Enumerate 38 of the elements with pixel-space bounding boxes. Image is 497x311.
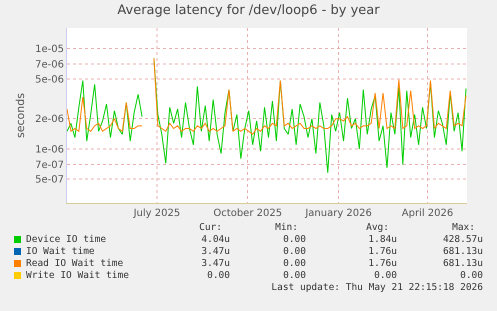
y-tick-label: 1e-05 (35, 44, 64, 56)
text: 681.13u (442, 258, 483, 269)
text: 0.00 (283, 246, 306, 257)
text: 1.84u (368, 234, 397, 245)
text: Max: (452, 222, 475, 233)
text: 1.76u (368, 258, 397, 269)
y-axis-title: seconds (14, 92, 27, 138)
text: 4.04u (201, 234, 230, 245)
y-tick-label: 7e-07 (35, 160, 64, 172)
text: Last update: Thu May 21 22:15:18 2026 (271, 282, 483, 293)
text: 0.00 (460, 270, 483, 281)
text: 1.76u (368, 246, 397, 257)
text: Cur: (199, 222, 222, 233)
text: 428.57u (442, 234, 483, 245)
chart-title: Average latency for /dev/loop6 - by year (117, 2, 380, 18)
text: 0.00 (207, 270, 230, 281)
text: Min: (275, 222, 298, 233)
y-tick-label: 5e-06 (35, 74, 64, 86)
text: 0.00 (283, 270, 306, 281)
text: Avg: (366, 222, 389, 233)
text: 0.00 (374, 270, 397, 281)
y-tick-label: 5e-07 (35, 174, 64, 186)
y-tick-label: 2e-06 (35, 114, 64, 126)
x-tick-label: April 2026 (402, 208, 454, 219)
x-tick-label: July 2025 (132, 208, 180, 219)
text: 0.00 (283, 258, 306, 269)
y-tick-label: 7e-06 (35, 60, 64, 71)
y-tick-label: 1e-06 (35, 144, 64, 156)
text: 0.00 (283, 234, 306, 245)
text: 681.13u (442, 246, 483, 257)
legend-label: Device IO time (26, 234, 106, 245)
x-tick-label: October 2025 (213, 208, 282, 219)
legend-label: Read IO Wait time (26, 258, 124, 269)
text: 3.47u (201, 246, 230, 257)
legend-label: IO Wait time (26, 246, 95, 257)
text: 3.47u (201, 258, 230, 269)
x-tick-label: January 2026 (304, 208, 372, 219)
legend-label: Write IO Wait time (26, 270, 129, 281)
